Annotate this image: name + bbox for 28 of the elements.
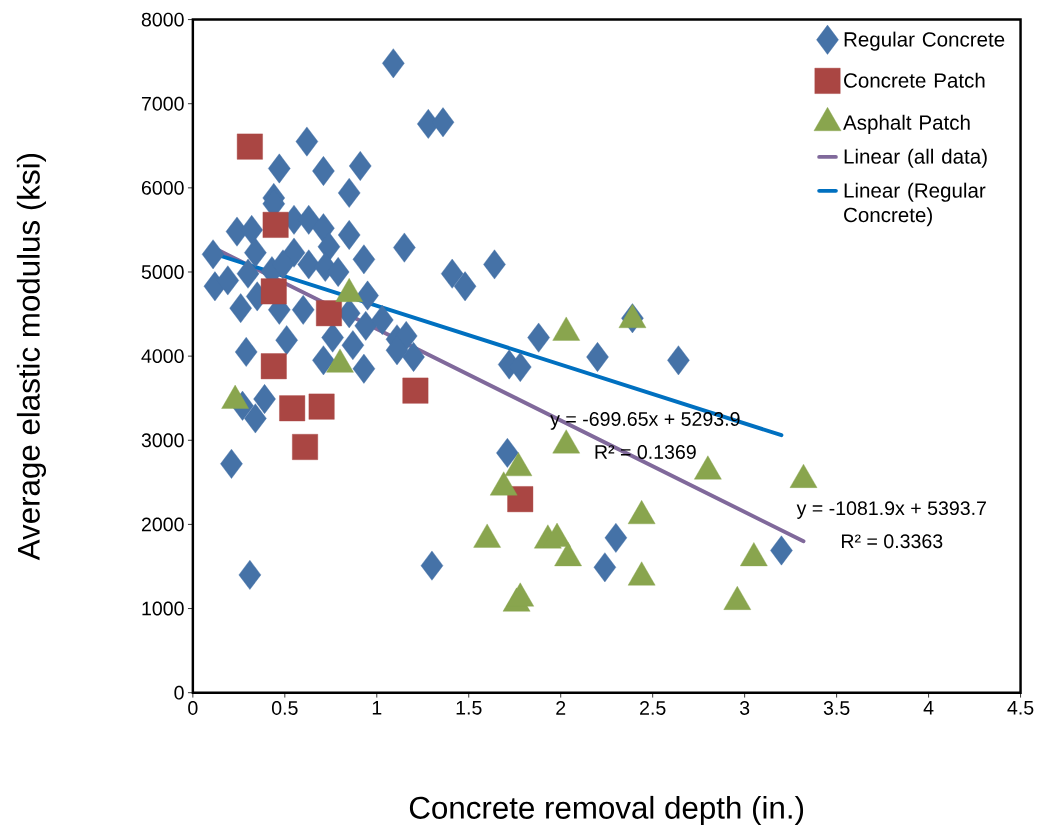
annotation: R² = 0.3363 bbox=[842, 534, 943, 549]
y-tick-label: 7000 bbox=[141, 97, 184, 111]
x-tick-label: 3.5 bbox=[823, 701, 850, 716]
y-tick-label: 4000 bbox=[141, 349, 184, 364]
y-tick-label: 6000 bbox=[141, 181, 184, 196]
legend-label: Linear (all data) bbox=[844, 148, 987, 169]
x-tick-label: 3 bbox=[739, 701, 750, 716]
x-tick-label: 1.5 bbox=[456, 701, 482, 715]
legend-label: Asphalt Patch bbox=[843, 115, 970, 135]
y-tick-label: 2000 bbox=[141, 517, 184, 532]
x-tick-label: 4.5 bbox=[1007, 701, 1034, 715]
y-tick-label: 3000 bbox=[141, 433, 184, 448]
x-tick-label: 4 bbox=[923, 701, 934, 715]
x-tick-label: 2.5 bbox=[640, 701, 666, 716]
x-tick-label: 2 bbox=[556, 701, 566, 715]
y-tick-label: 0 bbox=[174, 686, 184, 700]
legend-label: Regular Concrete bbox=[844, 31, 1005, 51]
x-tick-label: 0.5 bbox=[271, 701, 298, 716]
x-tick-label: 0 bbox=[188, 701, 198, 716]
legend-label: Linear (Regular Concrete) bbox=[844, 182, 986, 227]
x-axis-title: Concrete removal depth (in.) bbox=[409, 796, 804, 826]
y-tick-label: 8000 bbox=[141, 12, 184, 27]
y-axis-title: Average elastic modulus (ksi) bbox=[16, 154, 47, 561]
legend-label: Concrete Patch bbox=[844, 72, 985, 89]
y-tick-label: 1000 bbox=[142, 601, 184, 616]
y-tick-label: 5000 bbox=[141, 265, 184, 280]
annotation: y = -1081.9x + 5393.7 bbox=[796, 501, 986, 520]
x-tick-label: 1 bbox=[372, 701, 382, 715]
